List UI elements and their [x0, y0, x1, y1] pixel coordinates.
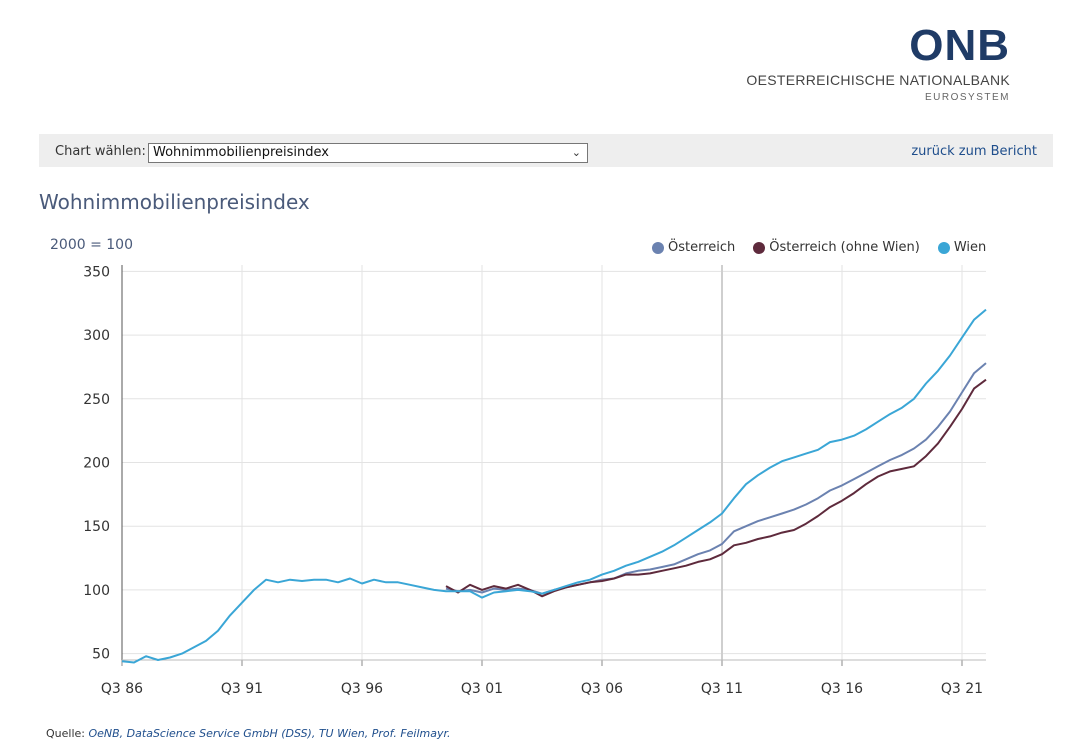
legend-label: Österreich (ohne Wien) — [769, 240, 920, 255]
onb-logo: ONB OESTERREICHISCHE NATIONALBANK EUROSY… — [746, 21, 1010, 104]
legend-label: Österreich — [668, 240, 736, 255]
legend-label: Wien — [953, 240, 987, 255]
y-tick-label: 100 — [83, 583, 110, 599]
unit-label: 2000 = 100 — [50, 237, 133, 253]
source-note: Quelle: OeNB, DataScience Service GmbH (… — [46, 727, 451, 740]
chart-select-label: Chart wählen: — [55, 144, 146, 159]
chart-select-value: Wohnimmobilienpreisindex — [153, 145, 330, 160]
source-text: OeNB, DataScience Service GmbH (DSS), TU… — [88, 727, 451, 740]
chevron-down-icon: ⌄ — [571, 146, 581, 159]
chart-title: Wohnimmobilienpreisindex — [39, 190, 310, 214]
y-tick-label: 50 — [92, 647, 110, 663]
x-tick-label: Q3 91 — [221, 681, 263, 697]
y-tick-label: 250 — [83, 392, 110, 408]
chart-area: 50 100 150 200 250 300 350 Q3 86 Q3 91 Q3 96 Q3 01… — [83, 264, 987, 697]
x-tick-label: Q3 86 — [101, 681, 143, 697]
x-tick-label: Q3 01 — [461, 681, 503, 697]
x-tick-label: Q3 96 — [341, 681, 383, 697]
logo-name: OESTERREICHISCHE NATIONALBANK — [746, 72, 1010, 88]
series-line-3 — [121, 308, 987, 664]
legend-item[interactable]: Österreich — [652, 240, 735, 255]
series-line-2 — [445, 378, 987, 598]
x-tick-label: Q3 06 — [581, 681, 623, 697]
legend-dot-icon — [652, 241, 664, 254]
chart-legend: Österreich Österreich (ohne Wien) Wien — [652, 240, 1004, 255]
legend-dot-icon — [937, 241, 950, 254]
y-tick-label: 150 — [83, 519, 110, 535]
legend-item[interactable]: Wien — [937, 240, 987, 255]
y-tick-label: 200 — [83, 456, 110, 472]
source-label: Quelle: — [46, 727, 85, 740]
series-line-1 — [445, 362, 987, 595]
y-tick-label: 300 — [83, 328, 110, 344]
logo-mark: ONB — [909, 21, 1010, 70]
back-to-report-link[interactable]: zurück zum Bericht — [911, 144, 1037, 159]
legend-dot-icon — [753, 241, 766, 254]
chart-select[interactable]: Wohnimmobilienpreisindex ⌄ — [148, 143, 588, 163]
logo-sub: EUROSYSTEM — [924, 92, 1010, 103]
y-tick-label: 350 — [83, 264, 110, 280]
x-tick-label: Q3 16 — [821, 681, 863, 697]
legend-item[interactable]: Österreich (ohne Wien) — [753, 240, 920, 255]
chart-toolbar: Chart wählen: Wohnimmobilienpreisindex ⌄… — [39, 134, 1053, 167]
x-tick-label: Q3 11 — [701, 681, 743, 697]
x-tick-label: Q3 21 — [941, 681, 983, 697]
